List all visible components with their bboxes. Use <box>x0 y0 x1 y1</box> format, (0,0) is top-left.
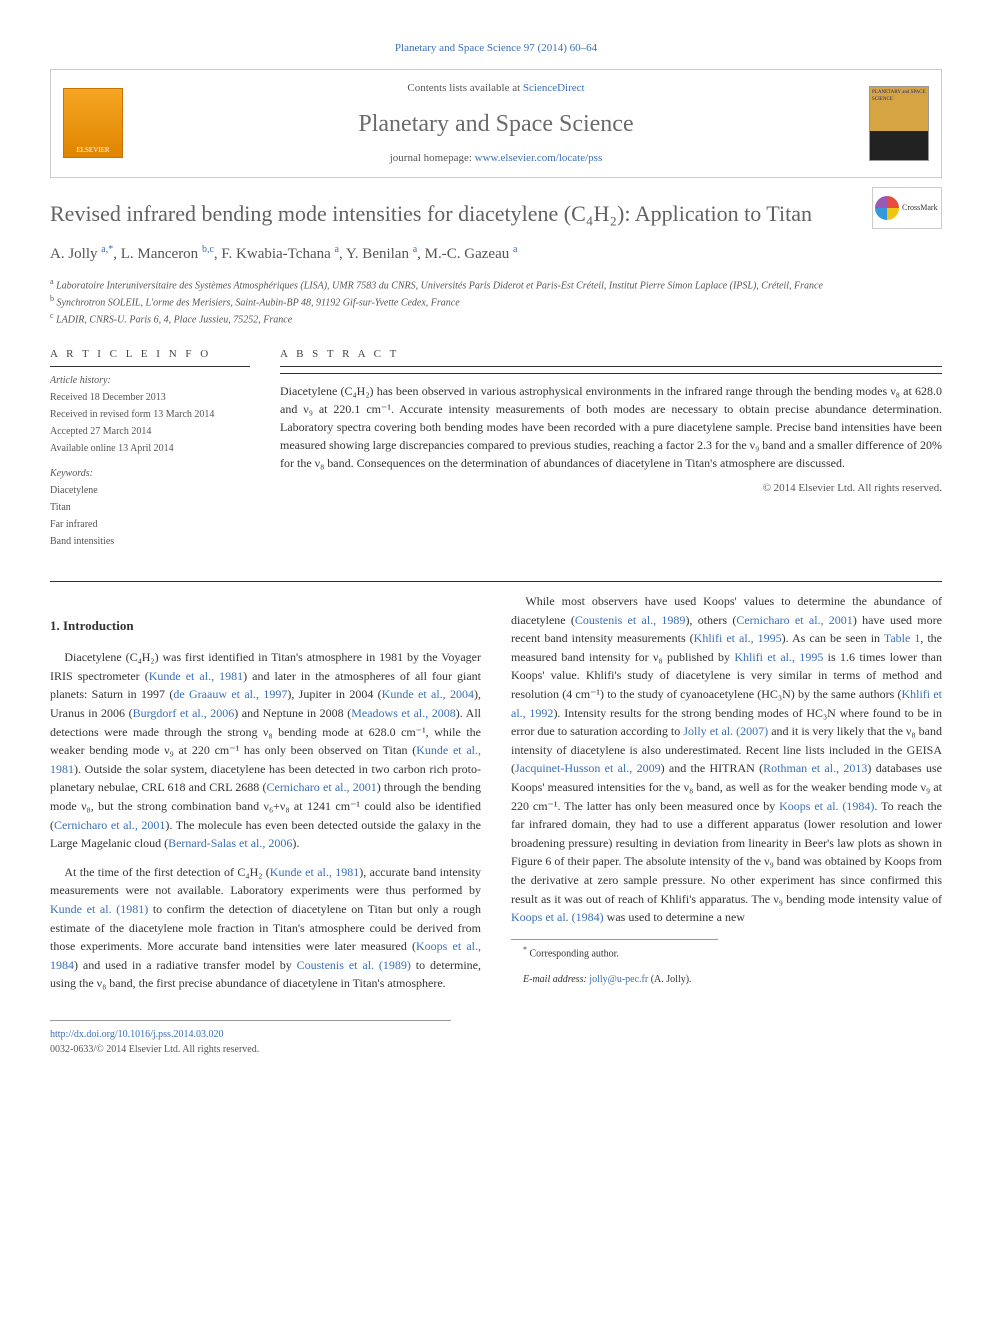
divider <box>50 581 942 582</box>
affiliations: a Laboratoire Interuniversitaire des Sys… <box>50 276 942 328</box>
elsevier-logo: ELSEVIER <box>63 88 123 158</box>
article-info: A R T I C L E I N F O Article history: R… <box>50 346 250 552</box>
paragraph: At the time of the first detection of C₄… <box>50 863 481 993</box>
crossmark-badge[interactable]: CrossMark <box>872 187 942 229</box>
section-heading: 1. Introduction <box>50 616 481 636</box>
journal-header: ELSEVIER Contents lists available at Sci… <box>50 69 942 178</box>
sciencedirect-link[interactable]: ScienceDirect <box>523 82 585 94</box>
article-body: 1. Introduction Diacetylene (C₄H₂) was f… <box>50 592 942 1000</box>
article-info-heading: A R T I C L E I N F O <box>50 346 250 368</box>
crossmark-icon <box>875 196 899 220</box>
header-center: Contents lists available at ScienceDirec… <box>123 80 869 167</box>
journal-title: Planetary and Space Science <box>123 106 869 142</box>
email-link[interactable]: jolly@u-pec.fr <box>589 974 648 985</box>
contents-line: Contents lists available at ScienceDirec… <box>123 80 869 97</box>
homepage-link[interactable]: www.elsevier.com/locate/pss <box>475 152 603 164</box>
abstract: A B S T R A C T Diacetylene (C₄H₂) has b… <box>280 346 942 552</box>
citation-header: Planetary and Space Science 97 (2014) 60… <box>50 40 942 57</box>
article-title: Revised infrared bending mode intensitie… <box>50 200 830 229</box>
page-footer: http://dx.doi.org/10.1016/j.pss.2014.03.… <box>50 1020 451 1057</box>
abstract-text: Diacetylene (C₄H₂) has been observed in … <box>280 373 942 472</box>
citation-link[interactable]: Planetary and Space Science 97 (2014) 60… <box>395 42 597 54</box>
copyright-line: © 2014 Elsevier Ltd. All rights reserved… <box>280 480 942 497</box>
journal-cover-thumb: PLANETARY and SPACE SCIENCE <box>869 86 929 161</box>
doi-link[interactable]: http://dx.doi.org/10.1016/j.pss.2014.03.… <box>50 1029 223 1040</box>
corresponding-footnote: * Corresponding author. E-mail address: … <box>511 939 718 987</box>
paragraph: Diacetylene (C₄H₂) was first identified … <box>50 648 481 853</box>
homepage-line: journal homepage: www.elsevier.com/locat… <box>123 150 869 167</box>
author-list: A. Jolly a,*, L. Manceron b,c, F. Kwabia… <box>50 242 942 266</box>
paragraph: While most observers have used Koops' va… <box>511 592 942 927</box>
abstract-heading: A B S T R A C T <box>280 346 942 368</box>
